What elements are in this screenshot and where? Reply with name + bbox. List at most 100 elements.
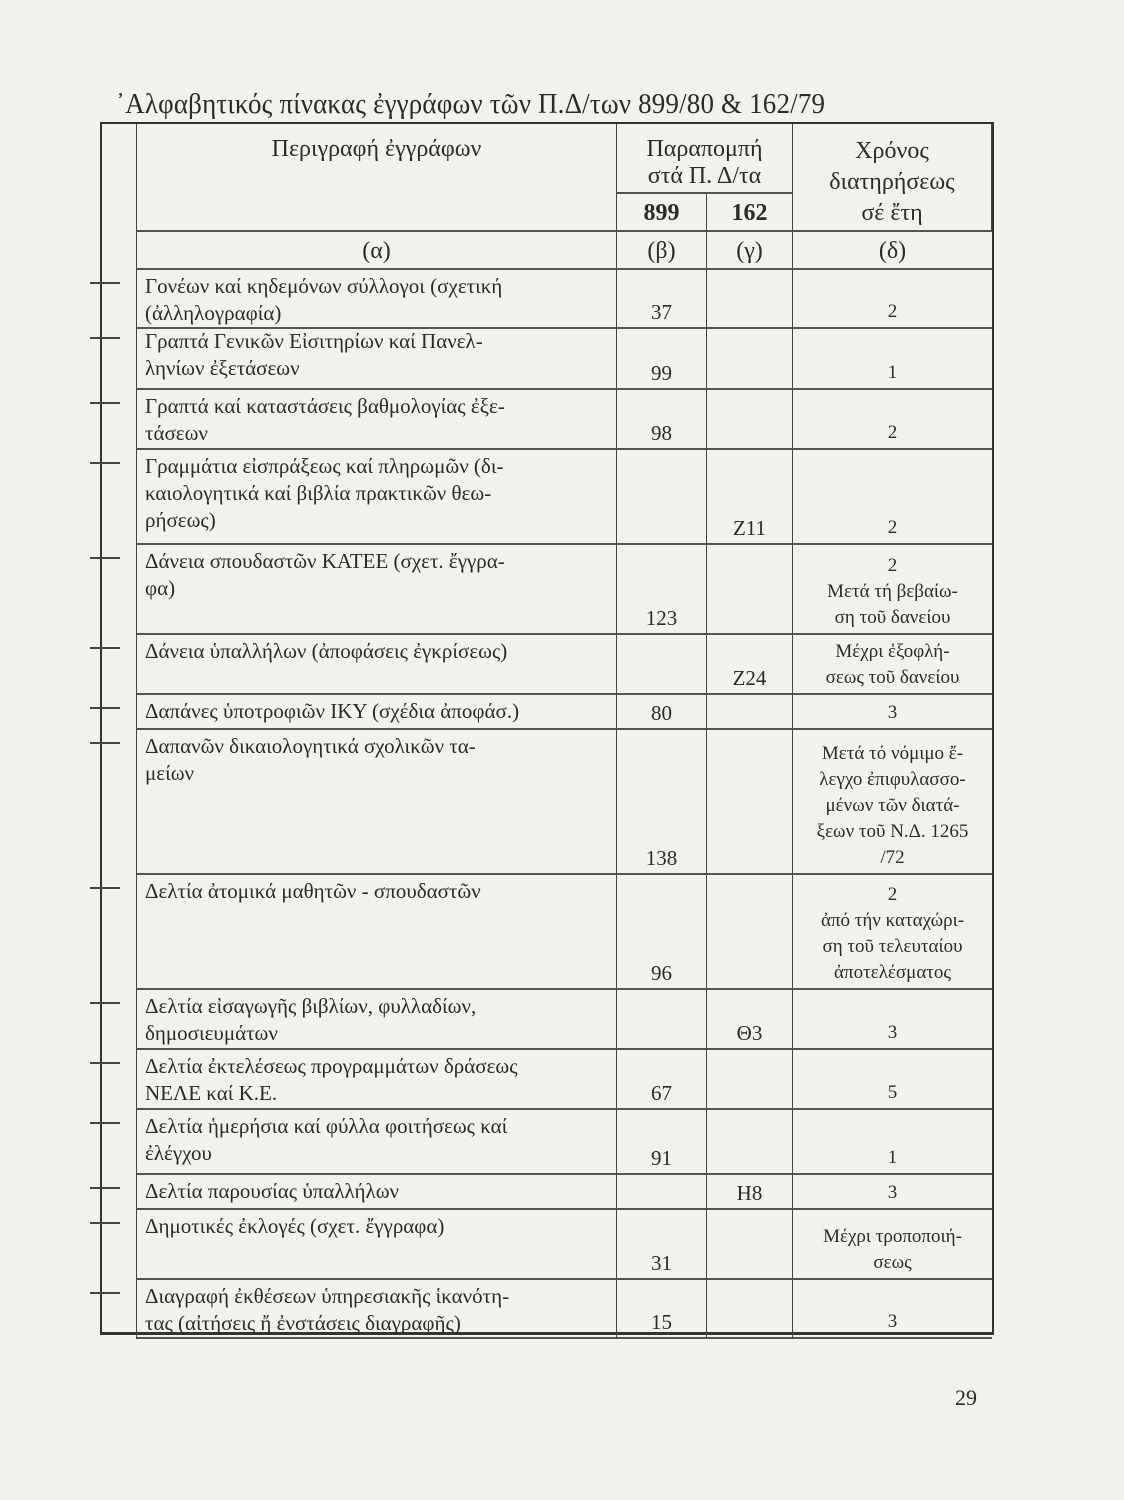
ref-899-cell: 80 — [617, 695, 707, 730]
row-margin-cell — [90, 545, 137, 635]
ref-162-cell — [707, 1110, 793, 1175]
ref-162-cell — [707, 695, 793, 730]
description-cell: Δελτία ἡμερήσια καί φύλλα φοιτήσεως καί … — [137, 1110, 617, 1175]
table-row: Γραπτά Γενικῶν Εἰσιτηρίων καί Πανελ- λην… — [90, 325, 992, 390]
ref-899-cell: 96 — [617, 875, 707, 990]
row-marker-dash — [90, 1122, 120, 1124]
ref-899-cell — [617, 1175, 707, 1210]
ref-899-cell — [617, 990, 707, 1050]
row-marker-dash — [90, 1222, 120, 1224]
row-marker-dash — [90, 1002, 120, 1004]
retention-cell: 2 — [793, 270, 992, 329]
description-cell: Γονέων καί κηδεμόνων σύλλογοι (σχετική (… — [137, 270, 617, 329]
retention-cell: 3 — [793, 1175, 992, 1210]
description-cell: Διαγραφή ἐκθέσεων ὑπηρεσιακῆς ἱκανότη- τ… — [137, 1280, 617, 1339]
table-row: Δάνεια ὑπαλλήλων (ἀποφάσεις ἐγκρίσεως) Z2… — [90, 635, 992, 695]
retention-cell: 2 ἀπό τήν καταχώρι- ση τοῦ τελευταίου ἀπ… — [793, 875, 992, 990]
ref-899-cell: 138 — [617, 730, 707, 875]
row-marker-dash — [90, 647, 120, 649]
table-row: Δελτία ἡμερήσια καί φύλλα φοιτήσεως καί … — [90, 1110, 992, 1175]
ref-162-cell: Z24 — [707, 635, 793, 695]
row-marker-dash — [90, 887, 120, 889]
retention-cell: 3 — [793, 1280, 992, 1339]
description-cell: Δελτία εἰσαγωγῆς βιβλίων, φυλλαδίων, δημ… — [137, 990, 617, 1050]
row-marker-dash — [90, 462, 120, 464]
ref-899-cell: 91 — [617, 1110, 707, 1175]
ref-162-cell — [707, 1210, 793, 1280]
description-cell: Γραπτά Γενικῶν Εἰσιτηρίων καί Πανελ- λην… — [137, 325, 617, 390]
description-cell: Δάνεια ὑπαλλήλων (ἀποφάσεις ἐγκρίσεως) — [137, 635, 617, 695]
table-row: Γραμμάτια εἰσπράξεως καί πληρωμῶν (δι- κ… — [90, 450, 992, 545]
table-row: Δημοτικές ἐκλογές (σχετ. ἔγγραφα) 31 Μέχρι… — [90, 1210, 992, 1280]
description-cell: Δαπανῶν δικαιολογητικά σχολικῶν τα- μείω… — [137, 730, 617, 875]
ref-162-cell — [707, 1280, 793, 1339]
ref-899-cell: 15 — [617, 1280, 707, 1339]
row-margin-cell — [90, 635, 137, 695]
page-number: 29 — [955, 1385, 977, 1410]
retention-header: Χρόνος διατηρήσεως σέ ἔτη — [793, 124, 992, 232]
documents-table: Περιγραφή ἐγγράφων Παραπομπή στά Π. Δ/τα… — [90, 122, 994, 1339]
row-margin-cell — [90, 1280, 137, 1339]
ref-162-cell — [707, 390, 793, 450]
margin-column-header — [102, 124, 137, 270]
table-row: Δαπάνες ὑποτροφιῶν ΙΚΥ (σχέδια ἀποφάσ.) 8… — [90, 695, 992, 730]
table-row: Δάνεια σπουδαστῶν ΚΑΤΕΕ (σχετ. ἔγγρα- φα… — [90, 545, 992, 635]
retention-cell: 2 — [793, 450, 992, 545]
ref-899-cell — [617, 635, 707, 695]
ref-899-cell: 37 — [617, 270, 707, 329]
table-header: Περιγραφή ἐγγράφων Παραπομπή στά Π. Δ/τα… — [102, 124, 992, 270]
ref-899-cell: 67 — [617, 1050, 707, 1110]
description-cell: Δάνεια σπουδαστῶν ΚΑΤΕΕ (σχετ. ἔγγρα- φα… — [137, 545, 617, 635]
ref-899-cell — [617, 450, 707, 545]
ref-162-cell: H8 — [707, 1175, 793, 1210]
row-marker-dash — [90, 742, 120, 744]
ref-162-cell: Z11 — [707, 450, 793, 545]
ref-899-cell: 98 — [617, 390, 707, 450]
ref-899-cell: 31 — [617, 1210, 707, 1280]
description-cell: Δελτία παρουσίας ὑπαλλήλων — [137, 1175, 617, 1210]
row-margin-cell — [90, 1050, 137, 1110]
table-row: Δελτία εἰσαγωγῆς βιβλίων, φυλλαδίων, δημ… — [90, 990, 992, 1050]
description-cell: Δελτία ἀτομικά μαθητῶν - σπουδαστῶν — [137, 875, 617, 990]
retention-cell: Μέχρι ἐξοφλή- σεως τοῦ δανείου — [793, 635, 992, 695]
retention-cell: 2 Μετά τή βεβαίω- ση τοῦ δανείου — [793, 545, 992, 635]
row-marker-dash — [90, 1292, 120, 1294]
col-b-label: (β) — [617, 232, 707, 270]
row-margin-cell — [90, 390, 137, 450]
table-row: Γονέων καί κηδεμόνων σύλλογοι (σχετική (… — [90, 270, 992, 329]
description-cell: Δαπάνες ὑποτροφιῶν ΙΚΥ (σχέδια ἀποφάσ.) — [137, 695, 617, 730]
col-c-label: (γ) — [707, 232, 793, 270]
row-marker-dash — [90, 1187, 120, 1189]
ref-162-cell — [707, 270, 793, 329]
row-margin-cell — [90, 1110, 137, 1175]
description-cell: Δελτία ἐκτελέσεως προγραμμάτων δράσεως Ν… — [137, 1050, 617, 1110]
table-row: Δελτία ἀτομικά μαθητῶν - σπουδαστῶν 96 2 ἀ… — [90, 875, 992, 990]
ref-162-cell — [707, 875, 793, 990]
retention-cell: 3 — [793, 990, 992, 1050]
row-margin-cell — [90, 1210, 137, 1280]
row-margin-cell — [90, 990, 137, 1050]
row-margin-cell — [90, 325, 137, 390]
col-d-label: (δ) — [793, 232, 992, 270]
ref-899-cell: 123 — [617, 545, 707, 635]
ref-899-header: 899 — [617, 194, 707, 232]
ref-162-header: 162 — [707, 194, 793, 232]
description-cell: Γραμμάτια εἰσπράξεως καί πληρωμῶν (δι- κ… — [137, 450, 617, 545]
table-row: Δελτία παρουσίας ὑπαλλήλων H8 3 — [90, 1175, 992, 1210]
row-margin-cell — [90, 1175, 137, 1210]
retention-cell: 2 — [793, 390, 992, 450]
row-marker-dash — [90, 1062, 120, 1064]
description-cell: Γραπτά καί καταστάσεις βαθμολογίας ἐξε- … — [137, 390, 617, 450]
col-a-label: (α) — [137, 232, 617, 270]
retention-cell: Μέχρι τροποποιή- σεως — [793, 1210, 992, 1280]
row-margin-cell — [90, 730, 137, 875]
table-row: Δαπανῶν δικαιολογητικά σχολικῶν τα- μείω… — [90, 730, 992, 875]
ref-899-cell: 99 — [617, 325, 707, 390]
reference-header: Παραπομπή στά Π. Δ/τα — [617, 124, 793, 194]
row-margin-cell — [90, 695, 137, 730]
ref-162-cell — [707, 1050, 793, 1110]
ref-162-cell — [707, 325, 793, 390]
row-marker-dash — [90, 337, 120, 339]
retention-cell: 3 — [793, 695, 992, 730]
retention-cell: Μετά τό νόμιμο ἔ- λεγχο ἐπιφυλασσο- μένω… — [793, 730, 992, 875]
